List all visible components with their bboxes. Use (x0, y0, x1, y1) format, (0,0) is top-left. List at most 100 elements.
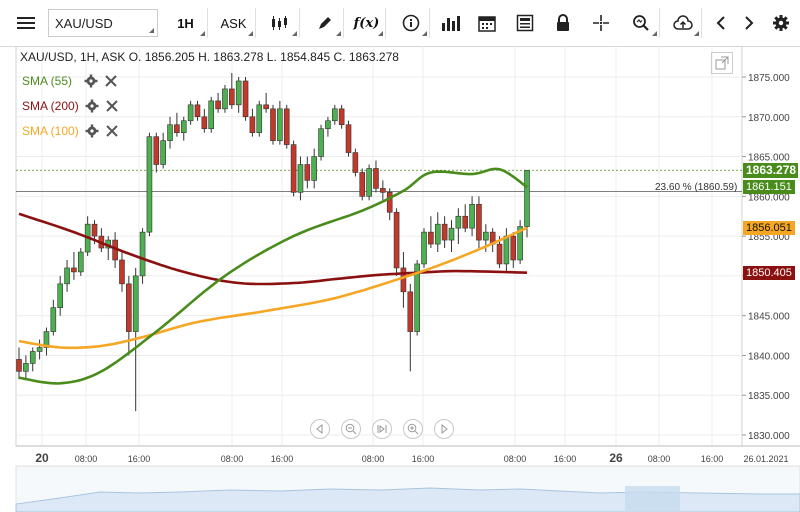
navigator-area (15, 487, 800, 512)
draw-tools-button[interactable] (306, 8, 344, 38)
candle-body (462, 215, 469, 229)
symbol-selector[interactable]: XAU/USD (48, 9, 158, 37)
candle-body (517, 226, 523, 261)
info-button[interactable] (392, 8, 430, 38)
candle-body (174, 124, 180, 133)
plot-border (15, 46, 743, 447)
symbol-label: XAU/USD (55, 15, 113, 31)
candle-body (263, 104, 269, 110)
calendar-button[interactable] (472, 8, 502, 38)
candle-body (43, 331, 50, 348)
candle-body (29, 351, 36, 364)
candle-body (208, 100, 215, 130)
candle-body (187, 104, 194, 122)
candle-body (297, 164, 304, 193)
candle-body (476, 203, 482, 241)
chart-grid (15, 46, 743, 447)
time-tick-label: 20 (35, 451, 49, 465)
menu-button[interactable] (10, 8, 42, 38)
timeframe-label: 1H (177, 15, 194, 31)
candle-body (194, 104, 201, 118)
candle-body (304, 164, 311, 181)
price-chart[interactable]: 1875.000 1870.000 1865.000 1860.000 1855.000… (0, 46, 800, 512)
lock-button[interactable] (548, 8, 578, 38)
indicator-sma100: SMA (100) (22, 124, 119, 138)
news-button[interactable] (510, 8, 540, 38)
close-icon[interactable] (104, 74, 118, 88)
candle-body (325, 120, 331, 130)
candle-body (359, 172, 366, 197)
candle-body (132, 275, 139, 332)
triangle-right-icon (441, 424, 448, 434)
candle-body (36, 347, 43, 352)
candle-body (201, 116, 208, 130)
candle-body (77, 251, 84, 273)
pan-left-button[interactable] (310, 419, 330, 439)
price-tick-label: 1830.000 (748, 431, 790, 442)
candle-body (455, 215, 462, 229)
gear-icon[interactable] (84, 74, 98, 88)
chart-type-button[interactable] (260, 8, 300, 38)
gear-icon[interactable] (85, 99, 99, 113)
candle-body (146, 136, 153, 233)
popout-button[interactable] (711, 52, 733, 74)
indicators-button[interactable]: f(x) (348, 8, 386, 38)
candle-body (119, 259, 125, 285)
candle-body (366, 168, 372, 197)
gear-icon[interactable] (85, 124, 99, 138)
time-tick-label: 16:00 (271, 454, 294, 464)
candle-body (338, 108, 345, 126)
scroll-left-button[interactable] (708, 8, 734, 38)
time-tick-label: 16:00 (701, 454, 724, 464)
candle-body (64, 267, 70, 285)
zoom-in-button[interactable] (403, 419, 423, 439)
price-axis: 1875.000 1870.000 1865.000 1860.000 1855.000… (742, 73, 790, 442)
reset-view-button[interactable] (372, 419, 392, 439)
volume-button[interactable] (436, 8, 466, 38)
price-tick-label: 1855.000 (748, 232, 790, 243)
candle-body (524, 169, 530, 227)
gear-icon (773, 15, 789, 31)
zoom-out-button[interactable] (341, 419, 361, 439)
pencil-icon (318, 17, 331, 29)
popout-icon (715, 56, 729, 70)
price-type-label: ASK (220, 15, 247, 31)
time-tick-label: 08:00 (648, 454, 671, 464)
upload-button[interactable] (664, 8, 702, 38)
news-icon (516, 14, 534, 32)
cloud-upload-icon (672, 15, 693, 30)
settings-button[interactable] (768, 8, 794, 38)
candle-body (256, 104, 263, 133)
candle-body (167, 124, 173, 141)
toolbar: XAU/USD 1H ASK f(x) (0, 0, 800, 47)
pan-right-button[interactable] (434, 419, 454, 439)
sma100-line (18, 226, 528, 350)
price-tick-label: 1845.000 (748, 312, 790, 323)
time-tick-label: 16:00 (554, 454, 577, 464)
candle-body (242, 80, 249, 118)
ohlc-info: XAU/USD, 1H, ASK O. 1856.205 H. 1863.278… (20, 50, 399, 64)
candle-body (50, 307, 57, 332)
calendar-icon (478, 16, 496, 32)
candle-body (428, 231, 434, 245)
indicator-label: SMA (55) (22, 74, 73, 88)
candle-body (277, 108, 283, 141)
zoom-in-icon (407, 423, 419, 435)
crosshair-button[interactable] (586, 8, 616, 38)
zoom-button[interactable] (622, 8, 660, 38)
scroll-right-button[interactable] (736, 8, 762, 38)
price-type-button[interactable]: ASK (212, 8, 256, 38)
candle-body (23, 363, 29, 372)
candle-body (57, 283, 63, 309)
close-icon[interactable] (105, 124, 119, 138)
candle-body (386, 192, 393, 213)
price-label: 1856.051 (743, 220, 795, 235)
candle-body (235, 80, 242, 106)
close-icon[interactable] (105, 99, 119, 113)
candle-body (91, 223, 98, 237)
candles-icon (271, 16, 287, 30)
candle-body (139, 231, 146, 277)
timeframe-button[interactable]: 1H (164, 8, 208, 38)
candle-body (352, 152, 359, 173)
dropdown-corner-icon (149, 28, 154, 33)
